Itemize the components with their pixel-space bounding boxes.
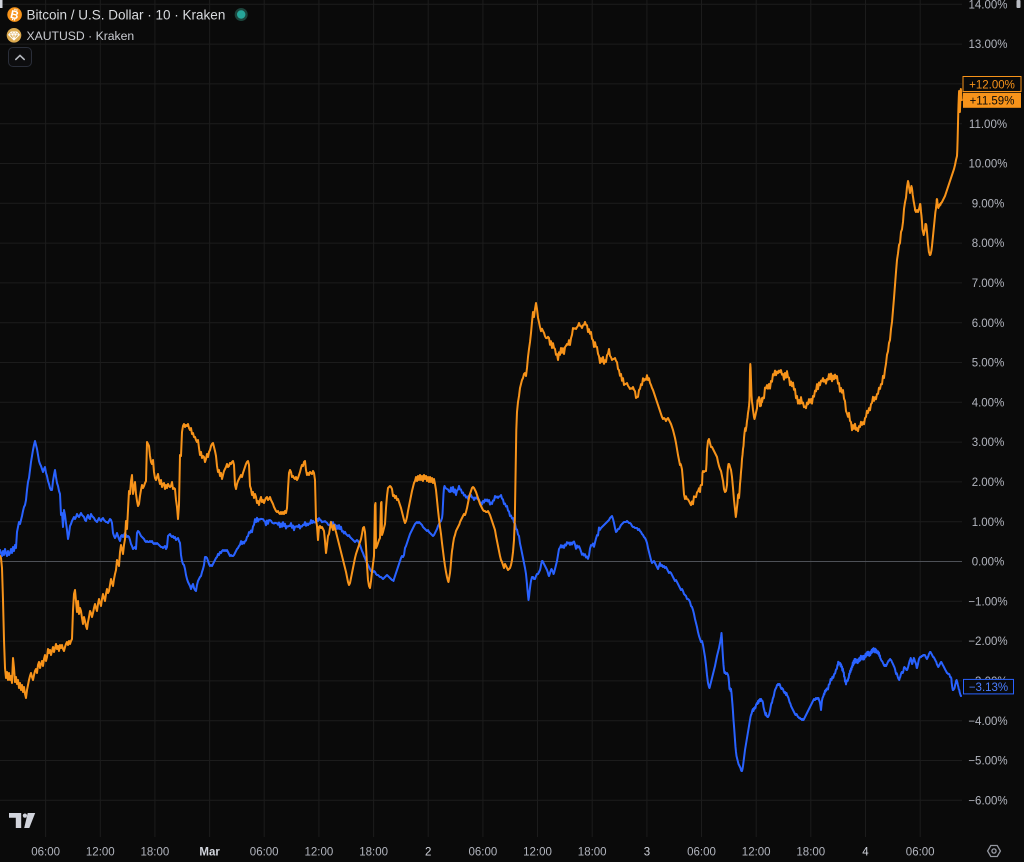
svg-text:−5.00%: −5.00% [968, 756, 1007, 768]
svg-text:06:00: 06:00 [687, 847, 716, 859]
svg-text:8.00%: 8.00% [972, 238, 1005, 250]
svg-text:+12.00%: +12.00% [969, 79, 1015, 91]
svg-text:12:00: 12:00 [86, 847, 115, 859]
svg-text:9.00%: 9.00% [972, 198, 1005, 210]
svg-text:XAUTUSD · Kraken: XAUTUSD · Kraken [27, 29, 135, 43]
svg-text:−2.00%: −2.00% [968, 636, 1007, 648]
svg-text:06:00: 06:00 [31, 847, 60, 859]
svg-text:Bitcoin / U.S. Dollar · 10 · K: Bitcoin / U.S. Dollar · 10 · Kraken [27, 7, 226, 22]
svg-text:5.00%: 5.00% [972, 358, 1005, 370]
svg-text:−1.00%: −1.00% [968, 596, 1007, 608]
svg-text:13.00%: 13.00% [968, 39, 1007, 51]
svg-text:+11.59%: +11.59% [970, 96, 1015, 108]
svg-text:06:00: 06:00 [469, 847, 498, 859]
svg-text:B: B [9, 9, 20, 23]
svg-text:−4.00%: −4.00% [968, 716, 1007, 728]
svg-text:12:00: 12:00 [742, 847, 771, 859]
svg-text:0.00%: 0.00% [972, 557, 1005, 569]
svg-text:12:00: 12:00 [523, 847, 552, 859]
svg-text:18:00: 18:00 [359, 847, 388, 859]
svg-text:10.00%: 10.00% [968, 159, 1007, 171]
svg-text:2: 2 [425, 847, 431, 859]
svg-text:2.00%: 2.00% [972, 477, 1005, 489]
svg-text:4.00%: 4.00% [972, 397, 1005, 409]
svg-text:11.00%: 11.00% [969, 119, 1007, 131]
svg-text:06:00: 06:00 [250, 847, 279, 859]
svg-text:6.00%: 6.00% [972, 318, 1005, 330]
svg-text:3: 3 [644, 847, 650, 859]
svg-text:06:00: 06:00 [906, 847, 935, 859]
svg-text:12:00: 12:00 [305, 847, 334, 859]
svg-text:7.00%: 7.00% [972, 278, 1005, 290]
svg-text:3.00%: 3.00% [972, 437, 1005, 449]
svg-text:14.00%: 14.00% [968, 0, 1007, 11]
svg-text:1.00%: 1.00% [972, 517, 1005, 529]
svg-text:18:00: 18:00 [578, 847, 607, 859]
svg-text:−6.00%: −6.00% [968, 795, 1007, 807]
svg-text:4: 4 [862, 847, 869, 859]
svg-text:−3.13%: −3.13% [969, 682, 1008, 694]
svg-text:Mar: Mar [199, 847, 220, 859]
svg-text:18:00: 18:00 [141, 847, 170, 859]
svg-text:18:00: 18:00 [796, 847, 825, 859]
